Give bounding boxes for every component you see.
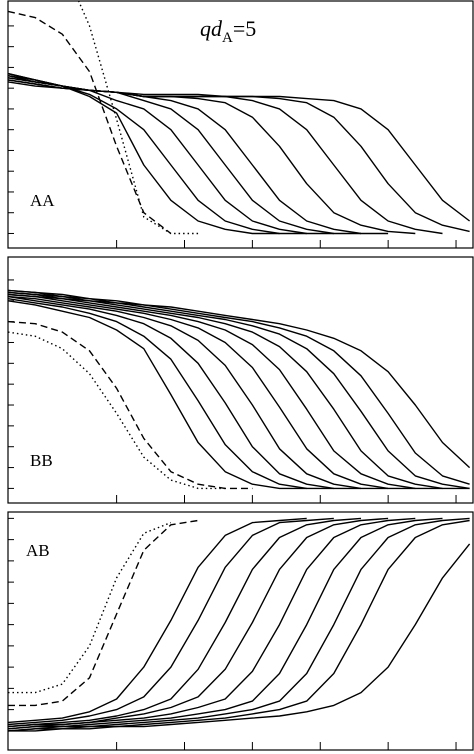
curve: [8, 300, 307, 490]
curve: [8, 291, 470, 490]
curve: [8, 521, 172, 694]
panel-frame: [7, 256, 474, 504]
title-main: qd: [200, 16, 223, 41]
title-subscript: A: [222, 30, 233, 46]
curve: [8, 517, 416, 730]
panel-frame: [7, 0, 474, 249]
curve: [8, 77, 416, 235]
title-suffix: =5: [233, 16, 256, 41]
curve: [8, 320, 253, 490]
curve: [8, 543, 471, 732]
curve: [8, 293, 416, 490]
curve: [8, 79, 470, 233]
panel: AB: [7, 511, 474, 751]
curves: [8, 1, 471, 235]
curve: [8, 289, 471, 469]
curve: [8, 10, 172, 235]
panel: AA: [7, 0, 474, 249]
curve: [8, 517, 307, 724]
curve: [8, 293, 443, 490]
panel: BB: [7, 256, 474, 504]
panel-label: AA: [30, 191, 55, 210]
curve: [8, 295, 361, 490]
curve: [8, 517, 389, 728]
curve: [8, 517, 362, 728]
panel-label: AB: [26, 541, 50, 560]
curve: [8, 519, 199, 707]
panel-frame: [7, 511, 474, 751]
panel-label: BB: [30, 451, 53, 470]
curve: [77, 1, 199, 235]
curves: [8, 289, 471, 490]
title: qdA=5: [200, 16, 256, 46]
curve: [8, 295, 389, 490]
curve: [8, 81, 471, 222]
curves: [8, 517, 471, 732]
curve: [8, 517, 334, 726]
curve: [8, 519, 470, 732]
curve: [8, 517, 443, 730]
curve: [8, 298, 334, 490]
curve: [8, 331, 226, 490]
